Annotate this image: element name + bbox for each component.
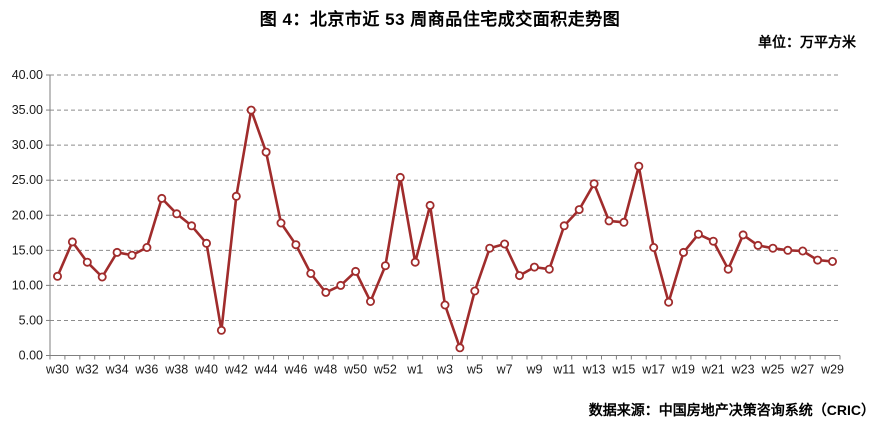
data-point-w36 (142, 242, 152, 252)
data-point-w21 (708, 236, 718, 246)
line-chart-canvas: 0.00 5.00 10.00 15.00 20.00 25.00 30.00 35.00 40… (12, 68, 844, 377)
data-point-w45 (276, 218, 286, 228)
x-axis-label: w11 (552, 363, 575, 377)
data-point-w42 (231, 191, 241, 201)
data-point-w13 (589, 179, 599, 189)
y-axis-label: 30.00 (12, 138, 43, 152)
x-axis-label: w7 (496, 363, 513, 377)
data-point-w10 (544, 264, 554, 274)
y-axis-label: 40.00 (12, 68, 43, 82)
x-axis-label: w5 (466, 363, 483, 377)
x-axis-label: w40 (194, 363, 218, 377)
data-source-label: 数据来源：中国房地产决策咨询系统（CRIC） (588, 402, 875, 418)
data-point-w12 (574, 205, 584, 215)
x-axis-label: w9 (525, 363, 542, 377)
data-point-w22 (723, 264, 733, 274)
data-point-w30 (53, 271, 63, 281)
y-axis-label: 0.00 (19, 349, 43, 363)
data-point-w18 (664, 297, 674, 307)
data-point-w38 (172, 209, 182, 219)
x-axis-label: w13 (582, 363, 606, 377)
x-axis-label: w36 (134, 363, 158, 377)
x-axis-label: w38 (164, 363, 188, 377)
data-point-w39 (187, 221, 197, 231)
x-axis-label: w30 (45, 363, 69, 377)
y-axis-label: 35.00 (12, 103, 43, 117)
x-axis-label: w23 (731, 363, 755, 377)
data-point-w40 (201, 238, 211, 248)
data-point-w15 (619, 217, 629, 227)
x-axis-label: w25 (760, 363, 784, 377)
data-point-w19 (679, 247, 689, 257)
data-point-w4 (455, 343, 465, 353)
x-axis-label: w3 (436, 363, 453, 377)
x-axis-label: w27 (790, 363, 814, 377)
data-point-w29 (828, 256, 838, 266)
x-axis-label: w34 (105, 363, 129, 377)
data-point-w49 (336, 280, 346, 290)
data-point-w5 (470, 286, 480, 296)
data-point-w46 (291, 240, 301, 250)
data-point-w7 (500, 239, 510, 249)
data-point-w52 (380, 261, 390, 271)
x-axis-label: w46 (283, 363, 307, 377)
data-point-w48 (321, 287, 331, 297)
x-axis-label: w15 (611, 363, 635, 377)
data-point-w11 (559, 221, 569, 231)
data-point-w32 (82, 257, 92, 267)
y-axis-label: 10.00 (12, 278, 43, 292)
data-point-w28 (813, 255, 823, 265)
data-point-w3 (440, 300, 450, 310)
y-axis-label: 5.00 (19, 313, 43, 327)
data-point-w50 (351, 266, 361, 276)
data-point-w9 (529, 262, 539, 272)
data-point-w43 (246, 105, 256, 115)
data-point-w17 (649, 242, 659, 252)
series-line (56, 108, 834, 350)
x-axis-label: w44 (254, 363, 278, 377)
y-axis-label: 20.00 (12, 208, 43, 222)
data-point-w24 (753, 240, 763, 250)
data-point-w44 (261, 147, 271, 157)
data-point-w20 (693, 229, 703, 239)
data-point-w41 (216, 325, 226, 335)
data-point-w33 (97, 272, 107, 282)
x-axis-label: w52 (373, 363, 397, 377)
x-axis-label: w32 (75, 363, 99, 377)
data-point-w27 (798, 246, 808, 256)
data-point-w51 (365, 296, 375, 306)
x-axis-label: w50 (343, 363, 367, 377)
x-axis-label: w29 (820, 363, 844, 377)
x-axis-label: w42 (224, 363, 248, 377)
x-axis-label: w21 (701, 363, 725, 377)
data-point-w25 (768, 243, 778, 253)
y-axis-label: 15.00 (12, 243, 43, 257)
unit-label: 单位：万平方米 (758, 34, 856, 50)
data-point-w37 (157, 193, 167, 203)
data-point-w16 (634, 161, 644, 171)
data-point-w23 (738, 230, 748, 240)
x-axis-label: w1 (406, 363, 423, 377)
data-point-w14 (604, 216, 614, 226)
data-point-w35 (127, 250, 137, 260)
data-point-w31 (67, 237, 77, 247)
data-point-w2 (425, 200, 435, 210)
x-axis-label: w17 (641, 363, 665, 377)
data-point-w47 (306, 268, 316, 278)
x-axis-label: w19 (671, 363, 695, 377)
y-axis-label: 25.00 (12, 173, 43, 187)
data-point-w53 (395, 172, 405, 182)
data-point-w34 (112, 247, 122, 257)
chart-title: 图 4：北京市近 53 周商品住宅成交面积走势图 (259, 10, 621, 29)
data-point-w1 (410, 257, 420, 267)
x-axis-label: w48 (313, 363, 337, 377)
data-point-w26 (783, 245, 793, 255)
data-point-w8 (515, 271, 525, 281)
data-point-w6 (485, 243, 495, 253)
